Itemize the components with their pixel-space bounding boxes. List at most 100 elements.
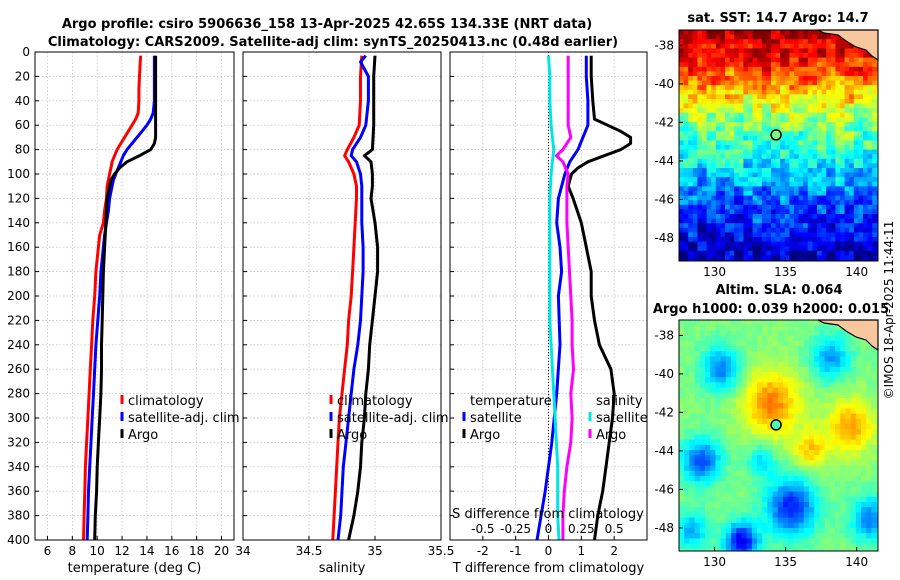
sla-cell <box>819 439 825 446</box>
sla-cell <box>746 502 753 508</box>
sla-cell <box>803 372 810 378</box>
sla-cell <box>845 356 851 362</box>
sla-cell <box>762 522 768 529</box>
sst-cell <box>835 172 841 178</box>
sst-cell <box>840 186 845 192</box>
sst-cell <box>757 218 763 224</box>
sla-cell <box>772 346 779 352</box>
sla-cell <box>762 356 768 362</box>
sla-cell <box>689 517 695 524</box>
sla-cell <box>876 444 878 451</box>
sst-cell <box>766 163 772 169</box>
sla-cell <box>751 528 758 534</box>
sla-cell <box>819 372 825 378</box>
sst-cell <box>752 172 758 178</box>
sla-cell <box>767 398 773 404</box>
sst-cell <box>725 112 730 118</box>
sla-cell <box>715 517 721 524</box>
sst-cell <box>826 80 832 86</box>
sla-cell <box>783 496 789 503</box>
sla-cell <box>694 496 701 503</box>
sla-cell <box>835 548 841 551</box>
sst-cell <box>826 246 832 252</box>
sst-cell <box>697 149 703 155</box>
sla-cell <box>850 444 857 451</box>
sst-cell <box>849 168 855 173</box>
sst-cell <box>706 48 712 54</box>
sla-cell <box>705 403 711 409</box>
sst-cell <box>729 89 735 95</box>
sst-cell <box>863 145 868 150</box>
sla-cell <box>715 444 721 451</box>
sst-cell <box>835 126 841 132</box>
sla-cell <box>720 496 727 503</box>
sst-cell <box>830 62 836 68</box>
sla-cell <box>689 460 695 466</box>
sla-cell <box>689 512 695 518</box>
sla-cell <box>783 434 789 440</box>
sla-cell <box>809 340 815 347</box>
sst-cell <box>789 39 795 45</box>
sst-cell <box>872 94 878 100</box>
sst-cell <box>766 112 772 118</box>
sst-cell <box>803 43 809 49</box>
sst-cell <box>734 149 740 155</box>
sla-cell <box>699 507 706 513</box>
sla-cell <box>871 502 877 508</box>
sla-cell <box>772 496 779 503</box>
sst-cell <box>867 149 873 155</box>
sla-cell <box>783 361 789 368</box>
sst-cell <box>766 200 772 206</box>
sst-cell <box>711 241 717 247</box>
sla-cell <box>803 522 810 529</box>
sst-cell <box>817 76 822 81</box>
sst-cell <box>715 246 721 252</box>
sla-cell <box>783 392 789 399</box>
sst-cell <box>720 71 726 77</box>
sst-cell <box>858 135 864 141</box>
sst-cell <box>794 246 799 252</box>
sla-cell <box>694 460 701 466</box>
sla-cell <box>715 543 721 550</box>
sst-cell <box>835 237 841 242</box>
sst-cell <box>830 223 836 229</box>
sst-cell <box>830 168 836 173</box>
sst-cell <box>784 154 790 160</box>
sla-cell <box>715 481 721 487</box>
sst-cell <box>821 122 827 127</box>
sla-cell <box>798 398 805 404</box>
sst-cell <box>761 246 767 252</box>
sst-cell <box>858 218 864 224</box>
sla-cell <box>725 387 732 394</box>
sst-cell <box>702 145 707 150</box>
sst-cell <box>711 43 717 49</box>
sst-cell <box>711 76 717 81</box>
sst-cell <box>780 186 786 192</box>
sst-cell <box>872 89 878 95</box>
sst-cell <box>757 122 763 127</box>
sla-cell <box>866 377 872 383</box>
sst-cell <box>688 250 694 256</box>
sst-cell <box>780 30 786 35</box>
sla-cell <box>751 548 758 551</box>
sla-cell <box>767 340 773 347</box>
sst-cell <box>830 149 836 155</box>
sla-cell <box>710 439 716 446</box>
sla-cell <box>731 470 737 477</box>
sst-cell <box>789 71 795 77</box>
sla-cell <box>751 507 758 513</box>
sla-cell <box>788 512 794 518</box>
sla-cell <box>819 517 825 524</box>
sst-cell <box>812 71 818 77</box>
sla-cell <box>809 486 815 492</box>
sla-cell <box>731 496 737 503</box>
sst-cell <box>812 195 818 201</box>
sst-cell <box>803 89 809 95</box>
sst-cell <box>692 177 698 183</box>
sla-cell <box>710 372 716 378</box>
sst-cell <box>757 145 763 150</box>
sst-cell <box>863 57 868 63</box>
sla-cell <box>819 528 825 534</box>
sst-cell <box>761 223 767 229</box>
